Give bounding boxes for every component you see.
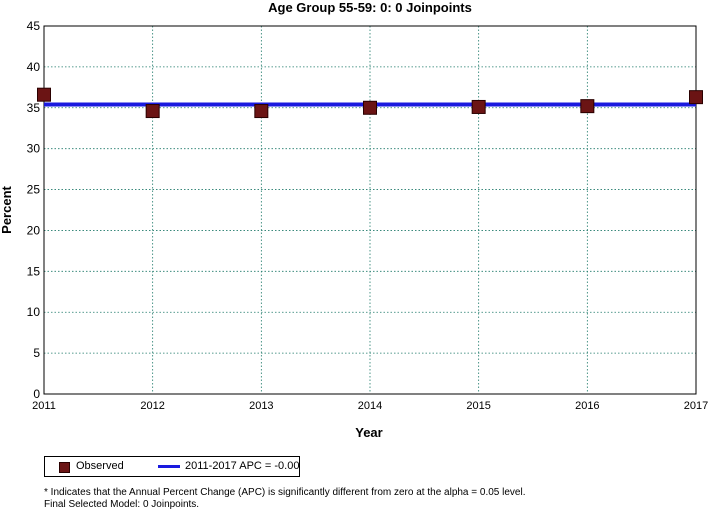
y-tick-label: 45 <box>27 19 41 33</box>
legend-observed-label: Observed <box>76 460 124 472</box>
observed-point <box>580 99 595 114</box>
x-tick-label: 2013 <box>249 400 273 412</box>
observed-point <box>37 87 51 102</box>
y-tick-label: 35 <box>27 101 41 115</box>
x-tick-label: 2017 <box>684 400 708 412</box>
footnote-significance: * Indicates that the Annual Percent Chan… <box>44 487 526 498</box>
chart: Age Group 55-59: 0: 0 Joinpoints 0 5 10 15 20… <box>0 0 708 440</box>
observed-point <box>363 100 377 115</box>
y-tick-label: 15 <box>27 264 41 278</box>
y-tick-label: 40 <box>27 60 41 74</box>
legend: Observed 2011-2017 APC = -0.00 <box>44 456 300 477</box>
legend-observed-marker <box>59 462 70 473</box>
y-tick-label: 25 <box>27 183 41 197</box>
observed-point <box>145 104 160 119</box>
y-tick-label: 20 <box>27 223 41 237</box>
observed-point <box>254 104 269 119</box>
y-tick-label: 30 <box>27 142 41 156</box>
x-tick-label: 2012 <box>140 400 164 412</box>
y-axis-label: Percent <box>0 185 14 233</box>
y-tick-label: 0 <box>33 387 40 401</box>
plot-area <box>44 26 696 394</box>
y-tick-label: 10 <box>27 305 41 319</box>
observed-point <box>471 99 486 114</box>
legend-apc-label: 2011-2017 APC = -0.00 <box>185 460 300 472</box>
x-tick-label: 2011 <box>32 400 56 412</box>
chart-title: Age Group 55-59: 0: 0 Joinpoints <box>268 0 472 15</box>
x-tick-label: 2014 <box>358 400 382 412</box>
y-tick-label: 5 <box>33 346 40 360</box>
legend-apc-line <box>158 465 180 468</box>
footnote-final-model: Final Selected Model: 0 Joinpoints. <box>44 499 200 510</box>
x-tick-label: 2015 <box>466 400 490 412</box>
plot-frame <box>43 25 697 395</box>
x-tick-label: 2016 <box>575 400 599 412</box>
x-axis-label: Year <box>355 425 382 440</box>
observed-point <box>689 90 703 105</box>
